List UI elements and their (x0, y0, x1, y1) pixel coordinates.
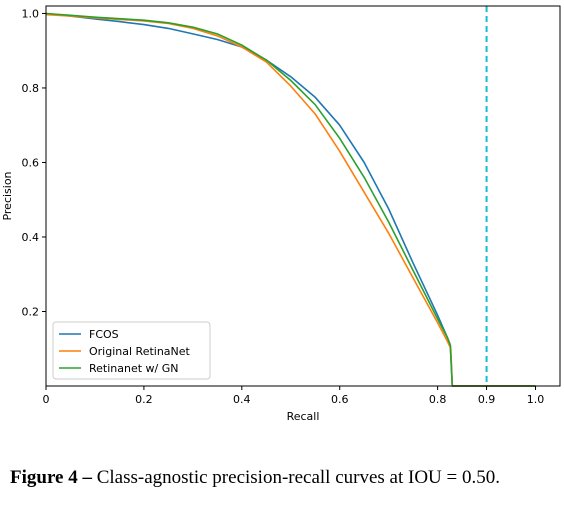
x-tick-label: 0.2 (135, 393, 153, 406)
y-tick-label: 0.4 (22, 231, 40, 244)
legend: FCOS Original RetinaNet Retinanet w/ GN (52, 321, 211, 380)
x-tick-label: 0.6 (331, 393, 349, 406)
x-tick-label: 0.8 (429, 393, 447, 406)
x-tick-label: 0.9 (478, 393, 496, 406)
legend-label-1: FCOS (89, 328, 119, 341)
legend-box (52, 321, 211, 380)
figure-label: Figure 4 – (10, 467, 92, 488)
caption-text: Class-agnostic precision-recall curves a… (96, 467, 500, 488)
legend-label-2: Original RetinaNet (89, 345, 191, 358)
series-line-3 (45, 12, 536, 387)
y-tick-label: 0.2 (22, 305, 40, 318)
y-axis-label: Precision (1, 171, 14, 220)
axes: 0 0.2 0.4 0.6 0.8 0.9 1.0 0.2 0.4 0.6 0.8 1.0 Recall… (1, 5, 561, 423)
x-axis-label: Recall (287, 410, 320, 423)
figure-caption: Figure 4 – Class-agnostic precision-reca… (10, 465, 556, 490)
y-tick-label: 1.0 (22, 7, 40, 20)
x-tick-label: 0 (43, 393, 50, 406)
legend-label-3: Retinanet w/ GN (89, 362, 179, 375)
plot-frame (45, 5, 561, 387)
x-tick-label: 0.4 (233, 393, 251, 406)
y-tick-label: 0.6 (22, 156, 40, 169)
precision-recall-chart: 0 0.2 0.4 0.6 0.8 0.9 1.0 0.2 0.4 0.6 0.8 1.0 Recall… (1, 5, 561, 423)
x-tick-label: 1.0 (527, 393, 545, 406)
series-lines (45, 6, 536, 387)
y-tick-label: 0.8 (22, 82, 40, 95)
